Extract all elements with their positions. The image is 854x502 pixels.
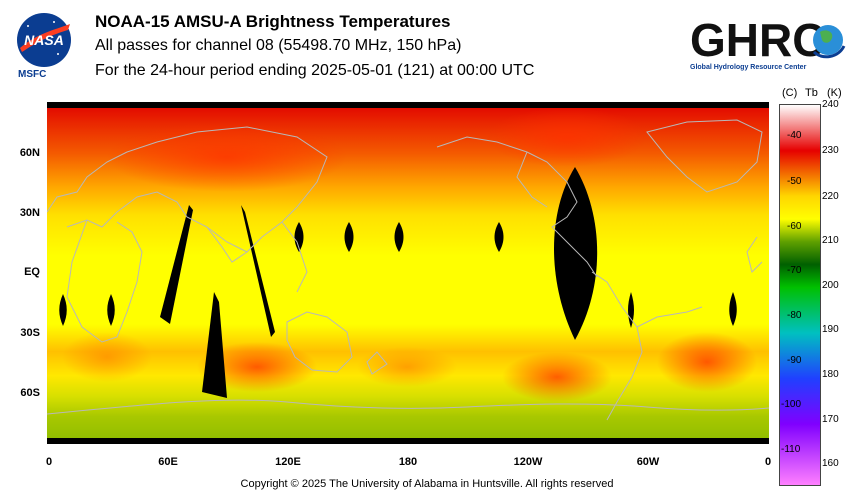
colorbar-kelvin-tick: 170 — [822, 414, 839, 425]
colorbar-unit-kelvin: (K) — [827, 87, 842, 99]
colorbar-kelvin-tick: 210 — [822, 235, 839, 246]
colorbar-celsius-tick: -110 — [781, 444, 801, 455]
colorbar-kelvin-tick: 200 — [822, 280, 839, 291]
colorbar-celsius-tick: -50 — [787, 176, 802, 187]
colorbar-kelvin-tick: 240 — [822, 99, 839, 110]
lon-label-60e: 60E — [158, 456, 178, 468]
colorbar-unit-tb: Tb — [805, 87, 818, 99]
lat-label-60n: 60N — [19, 147, 40, 159]
colorbar-celsius-tick: -100 — [781, 399, 802, 410]
brightness-temperature-map — [47, 102, 769, 444]
colorbar-kelvin-tick: 220 — [822, 191, 839, 202]
lon-label-0-left: 0 — [45, 456, 53, 468]
copyright-footer: Copyright © 2025 The University of Alaba… — [240, 478, 614, 490]
lat-label-30n: 30N — [19, 207, 40, 219]
channel-subtitle: All passes for channel 08 (55498.70 MHz,… — [95, 37, 462, 54]
period-subtitle: For the 24-hour period ending 2025-05-01… — [95, 62, 535, 79]
ghrc-subtitle: Global Hydrology Resource Center — [690, 64, 807, 71]
msfc-label: MSFC — [18, 69, 47, 80]
warm-anomalies — [62, 107, 757, 402]
lat-label-30s: 30S — [20, 327, 40, 339]
lat-label-eq: EQ — [24, 266, 40, 278]
coastlines — [47, 119, 769, 421]
lon-label-120w: 120W — [513, 456, 543, 468]
lon-label-120e: 120E — [275, 456, 301, 468]
lat-label-60s: 60S — [20, 387, 40, 399]
colorbar-kelvin-tick: 180 — [822, 369, 839, 380]
lon-label-60w: 60W — [636, 456, 660, 468]
colorbar-celsius-tick: -70 — [787, 265, 802, 276]
data-gaps — [59, 167, 737, 398]
ghrc-logo: GHRC — [690, 14, 846, 66]
colorbar-kelvin-tick: 230 — [822, 145, 839, 156]
colorbar-celsius-tick: -60 — [787, 221, 802, 232]
colorbar-kelvin-tick: 160 — [822, 458, 839, 469]
svg-text:NASA: NASA — [24, 32, 64, 48]
colorbar-unit-celsius: (C) — [782, 87, 798, 99]
page-title: NOAA-15 AMSU-A Brightness Temperatures — [95, 12, 451, 31]
colorbar — [779, 104, 821, 486]
colorbar-celsius-tick: -40 — [787, 130, 802, 141]
colorbar-celsius-tick: -90 — [787, 355, 802, 366]
lon-label-0-right: 0 — [764, 456, 772, 468]
colorbar-celsius-tick: -80 — [787, 310, 802, 321]
lon-label-180: 180 — [398, 456, 418, 468]
nasa-logo: NASA — [17, 13, 71, 67]
colorbar-kelvin-tick: 190 — [822, 324, 839, 335]
svg-text:GHRC: GHRC — [690, 14, 825, 66]
